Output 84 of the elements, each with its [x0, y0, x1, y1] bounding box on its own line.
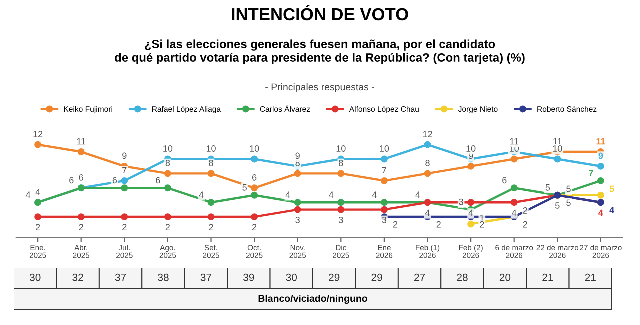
data-label: 12	[34, 131, 43, 138]
data-label: 10	[466, 146, 476, 152]
chart-title: INTENCIÓN DE VOTO	[232, 5, 408, 21]
data-label: 1	[480, 214, 484, 222]
text: - Principales respuestas -	[266, 83, 374, 93]
data-label: 21	[585, 274, 596, 282]
data-label: 5	[546, 184, 550, 191]
data-label: 21	[542, 274, 554, 282]
data-label: 38	[158, 274, 169, 282]
data-label: 4	[329, 192, 334, 198]
data-label: 27	[414, 274, 426, 282]
data-label: 6	[70, 177, 74, 184]
data-label: 8	[166, 160, 170, 166]
data-label: 30	[286, 274, 298, 282]
data-label: 28	[457, 274, 468, 282]
data-label: 4	[286, 192, 290, 198]
data-label: 4	[468, 210, 474, 216]
text: Blanco/viciado/ninguno	[258, 294, 368, 304]
data-label: 37	[115, 274, 126, 282]
data-label: 9	[468, 152, 474, 160]
data-label: 9	[122, 152, 127, 160]
data-label: 29	[329, 274, 340, 282]
data-label: 2	[166, 224, 170, 230]
data-label: 20	[500, 274, 511, 282]
data-label: 5	[566, 200, 571, 206]
data-label: 10	[380, 146, 390, 152]
data-label: 6	[112, 177, 118, 184]
data-label: 10	[553, 146, 562, 152]
chart-subtitle: ¿Si las elecciones generales fuesen mañana, por el candidato de qué partido votaría para presidente de la República? (Con tarjeta) (%)	[115, 40, 525, 64]
data-label: 2	[523, 221, 528, 228]
data-label: 10	[164, 146, 173, 152]
data-label: 7	[589, 170, 594, 176]
data-label: 2	[523, 208, 528, 214]
data-label: 9	[598, 152, 604, 160]
data-label: 10	[510, 146, 520, 152]
data-label: 4	[36, 188, 40, 196]
data-label: 2	[36, 224, 40, 230]
data-label: 4	[598, 210, 604, 216]
data-label: 8	[209, 160, 214, 166]
data-label: 2	[209, 224, 214, 230]
data-label: 4	[610, 207, 615, 214]
data-label: 2	[436, 221, 441, 228]
data-label: 2	[79, 224, 84, 230]
data-label: 11	[596, 138, 606, 145]
data-label: 11	[510, 138, 519, 145]
data-label: 4	[26, 192, 31, 198]
data-label: 10	[206, 146, 216, 152]
data-label: 6	[156, 177, 160, 184]
data-label: 8	[426, 160, 430, 166]
data-label: 4	[372, 192, 377, 198]
data-label: 5	[242, 184, 247, 191]
data-label: 8	[296, 160, 300, 166]
data-label: 12	[423, 131, 432, 138]
data-label: 30	[30, 274, 41, 282]
data-label: 3	[338, 216, 344, 224]
data-label: 7	[382, 167, 387, 174]
data-label: 3	[382, 216, 387, 224]
data-label: 6	[502, 177, 507, 184]
data-label: 32	[72, 274, 84, 282]
data-label: 5	[610, 186, 614, 192]
data-label: 4	[199, 192, 204, 198]
data-label: 5	[566, 186, 571, 192]
data-label: 4	[425, 210, 430, 216]
data-label: 10	[250, 146, 260, 152]
data-label: 6	[252, 174, 257, 181]
data-label: 2	[122, 224, 127, 230]
data-label: 3	[459, 198, 464, 206]
data-label: 7	[122, 167, 127, 174]
data-label: 2	[252, 224, 257, 230]
data-label: 11	[554, 138, 562, 145]
data-label: 4	[416, 192, 420, 198]
data-label: 9	[296, 152, 300, 160]
data-label: 3	[296, 216, 300, 224]
data-label: 8	[339, 160, 344, 166]
data-label: 5	[556, 202, 560, 209]
data-label: 4	[512, 210, 517, 216]
data-label: 2	[394, 221, 398, 228]
data-label: 2	[480, 221, 484, 228]
data-label: 39	[244, 274, 254, 282]
data-label: 29	[372, 274, 382, 282]
data-label: 11	[77, 138, 86, 145]
data-label: 6	[79, 174, 84, 181]
data-label: 37	[200, 274, 212, 282]
data-label: 10	[336, 146, 346, 152]
